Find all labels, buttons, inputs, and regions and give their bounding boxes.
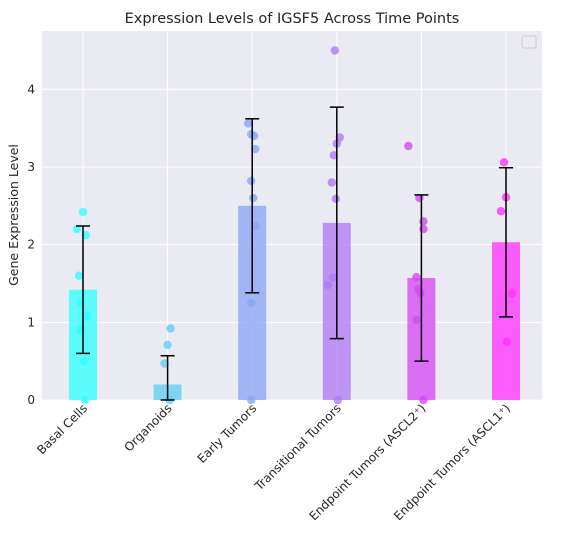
data-point xyxy=(249,193,258,203)
data-point xyxy=(163,340,172,350)
data-point xyxy=(72,224,82,234)
data-point xyxy=(247,395,256,405)
data-point xyxy=(419,217,428,226)
plot-background xyxy=(42,31,542,400)
legend-box xyxy=(521,35,537,49)
x-tick-label: Basal Cells xyxy=(34,401,90,457)
y-tick-label: 4 xyxy=(27,82,35,96)
data-point xyxy=(419,224,428,234)
data-point xyxy=(244,119,253,128)
data-point xyxy=(251,144,260,154)
y-tick-label: 1 xyxy=(27,315,35,329)
y-tick-label: 2 xyxy=(27,238,35,252)
data-point xyxy=(80,395,90,405)
data-point xyxy=(79,356,89,366)
data-point xyxy=(323,280,332,290)
data-point xyxy=(416,288,425,297)
data-point xyxy=(247,298,256,308)
data-point xyxy=(83,311,93,321)
y-tick-label: 3 xyxy=(27,160,35,174)
y-axis-title: Gene Expression Level xyxy=(6,144,21,286)
data-point xyxy=(75,325,85,335)
data-point xyxy=(507,289,517,298)
data-point xyxy=(328,273,337,282)
data-point xyxy=(502,337,512,346)
data-point xyxy=(329,151,338,160)
data-point xyxy=(412,315,421,325)
data-point xyxy=(166,324,175,333)
data-point xyxy=(419,395,428,405)
chart-title: Expression Levels of IGSF5 Across Time P… xyxy=(125,11,460,27)
x-tick-labels: Basal Cells Organoids Early TumorsTransiti… xyxy=(34,401,513,523)
data-point xyxy=(250,131,259,141)
data-point xyxy=(404,141,413,151)
data-point xyxy=(331,194,340,203)
data-point xyxy=(333,395,342,405)
data-point xyxy=(412,273,421,282)
x-tick-label: Early Tumors xyxy=(195,401,260,466)
data-point xyxy=(330,46,339,55)
data-point xyxy=(496,207,506,216)
data-point xyxy=(81,231,91,240)
x-tick-label: Transitional Tumors xyxy=(251,401,344,494)
data-point xyxy=(327,178,336,187)
y-tick-label: 0 xyxy=(27,393,35,407)
data-point xyxy=(74,271,84,280)
data-point xyxy=(499,158,509,167)
data-point xyxy=(335,133,344,142)
y-tick-labels: 0 1 2 3 4 xyxy=(27,82,35,407)
error-bars xyxy=(76,106,513,401)
x-tick-label: Organoids xyxy=(121,401,174,454)
data-point xyxy=(247,176,256,186)
data-point xyxy=(76,298,86,308)
data-point xyxy=(78,207,88,217)
points xyxy=(72,46,517,405)
data-point xyxy=(160,359,169,368)
data-point xyxy=(251,221,260,231)
